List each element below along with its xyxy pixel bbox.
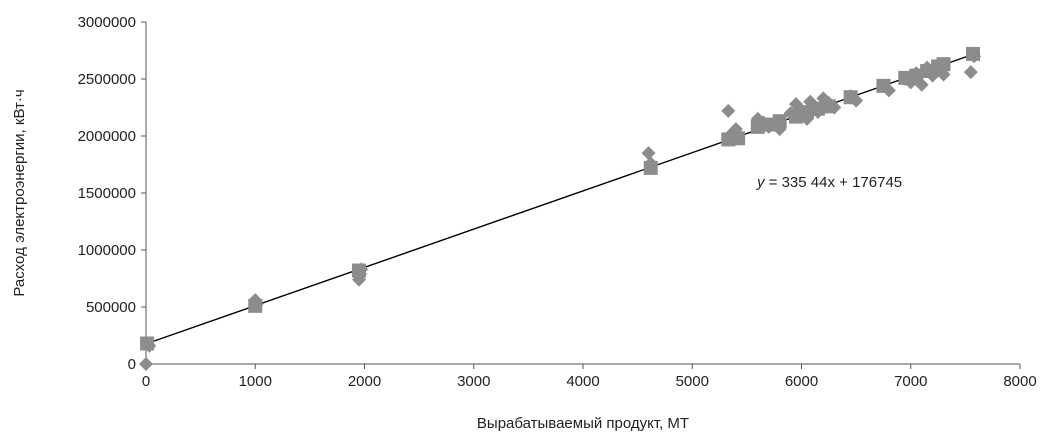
data-point-square: [966, 46, 981, 61]
data-point-square: [821, 99, 836, 114]
x-tick-label: 7000: [894, 373, 927, 390]
y-axis-title: Расход электроэнергии, кВт·ч: [11, 89, 28, 296]
data-point-square: [843, 90, 858, 105]
data-point-square: [909, 68, 924, 83]
x-tick-label: 0: [142, 373, 150, 390]
data-point-square: [789, 109, 804, 124]
data-point-square: [643, 160, 658, 175]
x-tick-label: 6000: [785, 373, 818, 390]
trendline-equation: y = 335 44x + 176745: [756, 174, 902, 191]
data-point-square: [750, 119, 765, 134]
data-point-square: [352, 263, 367, 278]
data-points: [139, 46, 982, 371]
y-tick-label: 2500000: [78, 71, 136, 88]
x-tick-label: 2000: [348, 373, 381, 390]
trendline-equation-var: y: [756, 174, 766, 191]
x-tick-label: 3000: [457, 373, 490, 390]
data-point-square: [761, 117, 776, 132]
labels: Вырабатываемый продукт, МТ Расход электр…: [11, 89, 902, 432]
axes: 0 1000 2000 3000 4000 5000 6000 7000 8000 0 500000…: [78, 14, 1037, 390]
x-axis-title: Вырабатываемый продукт, МТ: [477, 415, 689, 432]
data-point-square: [799, 105, 814, 120]
data-point-diamond: [139, 357, 153, 371]
y-tick-label: 1500000: [78, 185, 136, 202]
data-point-square: [731, 131, 746, 146]
data-point-square: [898, 70, 913, 85]
y-tick-label: 3000000: [78, 14, 136, 31]
data-point-square: [772, 114, 787, 129]
y-tick-label: 1000000: [78, 242, 136, 259]
data-point-square: [140, 336, 155, 351]
x-tick-label: 5000: [676, 373, 709, 390]
y-tick-label: 2000000: [78, 128, 136, 145]
data-point-square: [920, 64, 935, 79]
trendline-layer: [145, 53, 975, 345]
trendline-equation-body: = 335 44x + 176745: [765, 174, 903, 191]
data-point-square: [936, 57, 951, 72]
data-point-diamond: [721, 103, 736, 118]
x-tick-label: 8000: [1003, 373, 1036, 390]
data-point-square: [248, 298, 263, 313]
x-tick-label: 4000: [566, 373, 599, 390]
data-point-square: [876, 78, 891, 93]
y-tick-label: 0: [128, 356, 136, 373]
y-tick-label: 500000: [86, 299, 136, 316]
data-point-diamond: [963, 65, 978, 80]
x-tick-label: 1000: [239, 373, 272, 390]
trendline: [145, 53, 975, 345]
data-point-diamond: [641, 146, 656, 161]
data-point-square: [810, 101, 825, 116]
